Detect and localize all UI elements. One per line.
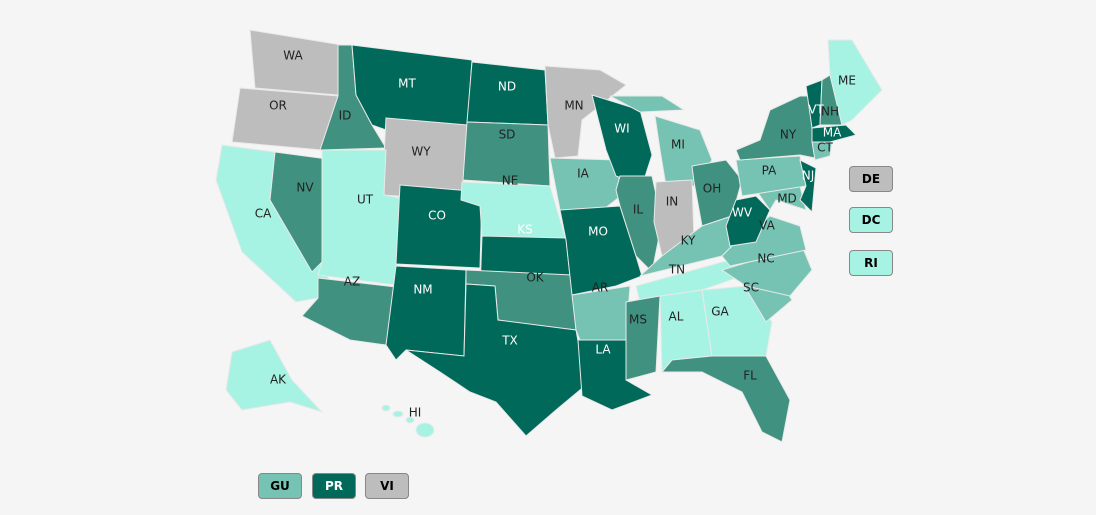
state-hi[interactable]: [405, 416, 415, 424]
state-ny[interactable]: [735, 95, 816, 161]
state-box-ri[interactable]: RI: [849, 250, 893, 276]
territory-box-vi[interactable]: VI: [365, 473, 409, 499]
state-mn[interactable]: [544, 65, 627, 159]
state-hi[interactable]: [415, 422, 435, 438]
state-ia[interactable]: [549, 157, 623, 213]
state-ak[interactable]: [225, 339, 324, 414]
state-sd[interactable]: [462, 121, 551, 187]
state-me[interactable]: [827, 39, 883, 126]
state-nm[interactable]: [385, 265, 467, 361]
state-nj[interactable]: [799, 159, 817, 214]
state-mi[interactable]: [609, 95, 686, 113]
state-ma[interactable]: [811, 124, 857, 143]
territory-box-gu[interactable]: GU: [258, 473, 302, 499]
state-wv[interactable]: [725, 195, 771, 247]
state-box-dc[interactable]: DC: [849, 207, 893, 233]
state-ct[interactable]: [811, 141, 833, 161]
state-hi[interactable]: [381, 404, 391, 412]
state-wa[interactable]: [249, 29, 343, 96]
state-box-de[interactable]: DE: [849, 166, 893, 192]
state-or[interactable]: [231, 87, 339, 151]
state-ms[interactable]: [625, 295, 661, 381]
state-hi[interactable]: [392, 410, 404, 418]
state-il[interactable]: [615, 175, 663, 274]
state-co[interactable]: [395, 184, 483, 269]
state-mt[interactable]: [351, 44, 473, 131]
state-nd[interactable]: [466, 61, 549, 126]
state-ar[interactable]: [571, 285, 631, 341]
state-fl[interactable]: [660, 355, 791, 443]
state-tx[interactable]: [405, 283, 587, 437]
territory-box-pr[interactable]: PR: [312, 473, 356, 499]
